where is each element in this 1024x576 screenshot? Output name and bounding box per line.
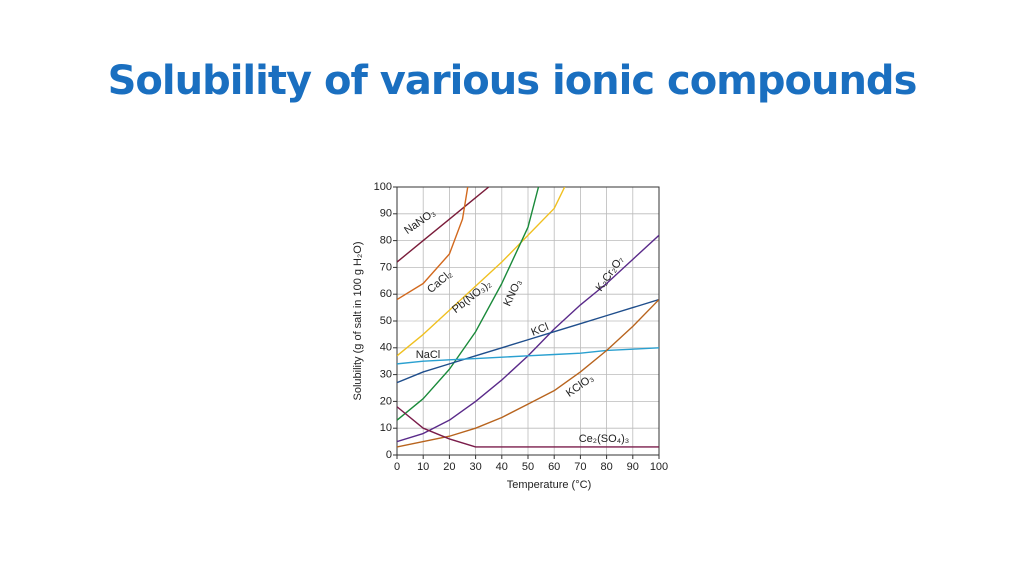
series-line (397, 187, 490, 263)
series-line (397, 187, 540, 421)
x-tick-label: 50 (522, 461, 534, 473)
series-label: Ce₂(SO₄)₃ (579, 433, 630, 445)
x-tick-label: 100 (650, 461, 668, 473)
series-label: NaCl (416, 349, 440, 361)
series-line (397, 187, 469, 301)
y-tick-label: 20 (380, 395, 392, 407)
y-tick-label: 90 (380, 208, 392, 220)
y-tick-label: 80 (380, 235, 392, 247)
x-tick-label: 60 (548, 461, 560, 473)
series-line (397, 406, 659, 448)
y-tick-label: 40 (380, 342, 392, 354)
series-line (397, 299, 659, 448)
y-tick-label: 0 (386, 449, 392, 461)
y-axis-label: Solubility (g of salt in 100 g H₂O) (352, 242, 364, 401)
plot-area (397, 187, 659, 448)
x-tick-label: 80 (600, 461, 612, 473)
y-tick-label: 50 (380, 315, 392, 327)
plot-frame (396, 186, 660, 456)
y-tick-label: 100 (374, 181, 392, 193)
series-label: KNO₃ (501, 278, 524, 309)
x-tick-label: 10 (417, 461, 429, 473)
x-tick-label: 40 (496, 461, 508, 473)
x-axis-label: Temperature (°C) (507, 479, 591, 491)
x-tick-label: 30 (469, 461, 481, 473)
series-label: K₂Cr₂O₇ (594, 254, 627, 294)
y-tick-label: 10 (380, 422, 392, 434)
series-line (397, 187, 566, 357)
x-tick-label: 0 (394, 461, 400, 473)
y-tick-label: 30 (380, 369, 392, 381)
series-line (397, 347, 659, 365)
x-tick-label: 70 (574, 461, 586, 473)
slide-title: Solubility of various ionic compounds (107, 58, 918, 104)
series-label: CaCl₂ (425, 268, 455, 296)
x-tick-label: 90 (627, 461, 639, 473)
y-tick-label: 60 (380, 288, 392, 300)
series-label: KClO₃ (564, 372, 596, 399)
series-line (397, 298, 659, 384)
y-tick-label: 70 (380, 261, 392, 273)
x-tick-label: 20 (443, 461, 455, 473)
